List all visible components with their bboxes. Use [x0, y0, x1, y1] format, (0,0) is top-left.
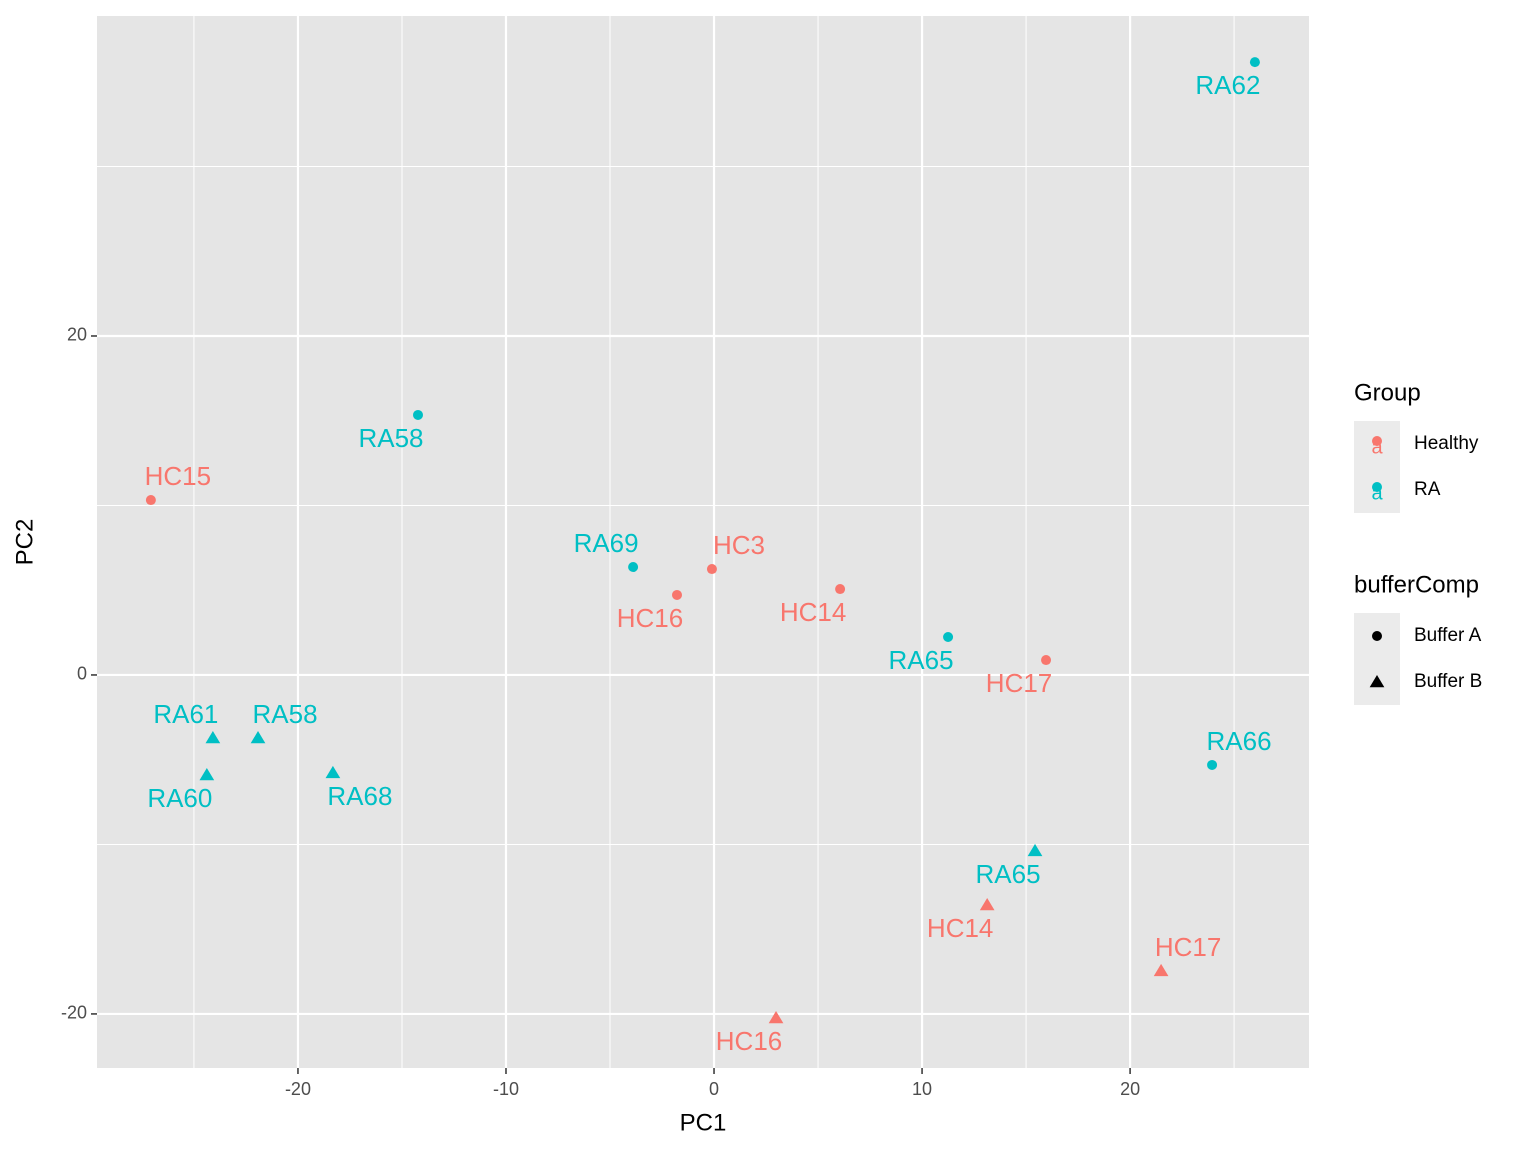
x-tick-label: 0 [709, 1079, 719, 1099]
point [325, 765, 341, 779]
point [1207, 759, 1218, 770]
point-label: HC16 [617, 603, 683, 633]
y-axis-title: PC2 [11, 519, 38, 566]
y-tick-label: -20 [61, 1003, 87, 1023]
point [199, 767, 215, 781]
legend-marker [1372, 631, 1382, 641]
point [1027, 843, 1043, 857]
point-label: RA58 [358, 423, 423, 453]
point [706, 564, 717, 575]
point [628, 561, 639, 572]
point-label: RA62 [1195, 70, 1260, 100]
y-tick-label: 0 [77, 664, 87, 684]
legend-label: Healthy [1414, 433, 1479, 454]
legend-title: Group [1354, 379, 1421, 406]
point-label: HC17 [1155, 932, 1221, 962]
point [671, 589, 682, 600]
legend-key-text: a [1371, 436, 1383, 458]
point [250, 731, 266, 744]
legend-marker [1369, 675, 1385, 688]
legend-title: bufferComp [1354, 571, 1479, 598]
point-label: HC15 [145, 461, 211, 491]
point-label: HC14 [780, 597, 846, 627]
point-label: RA68 [327, 781, 392, 811]
point-label: HC17 [986, 668, 1052, 698]
legend-label: RA [1414, 479, 1441, 500]
point [943, 631, 954, 642]
x-tick-label: -10 [493, 1079, 519, 1099]
point-label: RA58 [252, 699, 317, 729]
legend-label: Buffer B [1414, 671, 1482, 692]
point [1249, 57, 1260, 68]
point-label: RA65 [889, 645, 954, 675]
point-label: HC3 [713, 530, 765, 560]
legend-marker [1372, 482, 1382, 492]
legend-marker [1372, 436, 1382, 446]
x-tick-label: -20 [285, 1079, 311, 1099]
legend-key-text: a [1371, 482, 1383, 504]
point-label: HC16 [716, 1026, 782, 1056]
point-label: HC14 [927, 913, 993, 943]
point [412, 409, 423, 420]
point-label: RA69 [574, 528, 639, 558]
point [145, 495, 156, 506]
x-tick-label: 10 [912, 1079, 932, 1099]
point [205, 731, 221, 744]
point [768, 1011, 784, 1024]
point [1153, 963, 1169, 977]
legend-label: Buffer A [1414, 625, 1482, 646]
point [835, 584, 846, 595]
x-axis-title: PC1 [680, 1109, 727, 1136]
plot-panel [97, 16, 1309, 1068]
x-tick-label: 20 [1120, 1079, 1140, 1099]
point-label: RA61 [153, 699, 218, 729]
point-label: RA60 [147, 783, 212, 813]
point-label: RA66 [1207, 726, 1272, 756]
point-label: RA65 [975, 859, 1040, 889]
point [979, 897, 995, 911]
y-tick-label: 20 [67, 325, 87, 345]
point [1041, 655, 1052, 666]
